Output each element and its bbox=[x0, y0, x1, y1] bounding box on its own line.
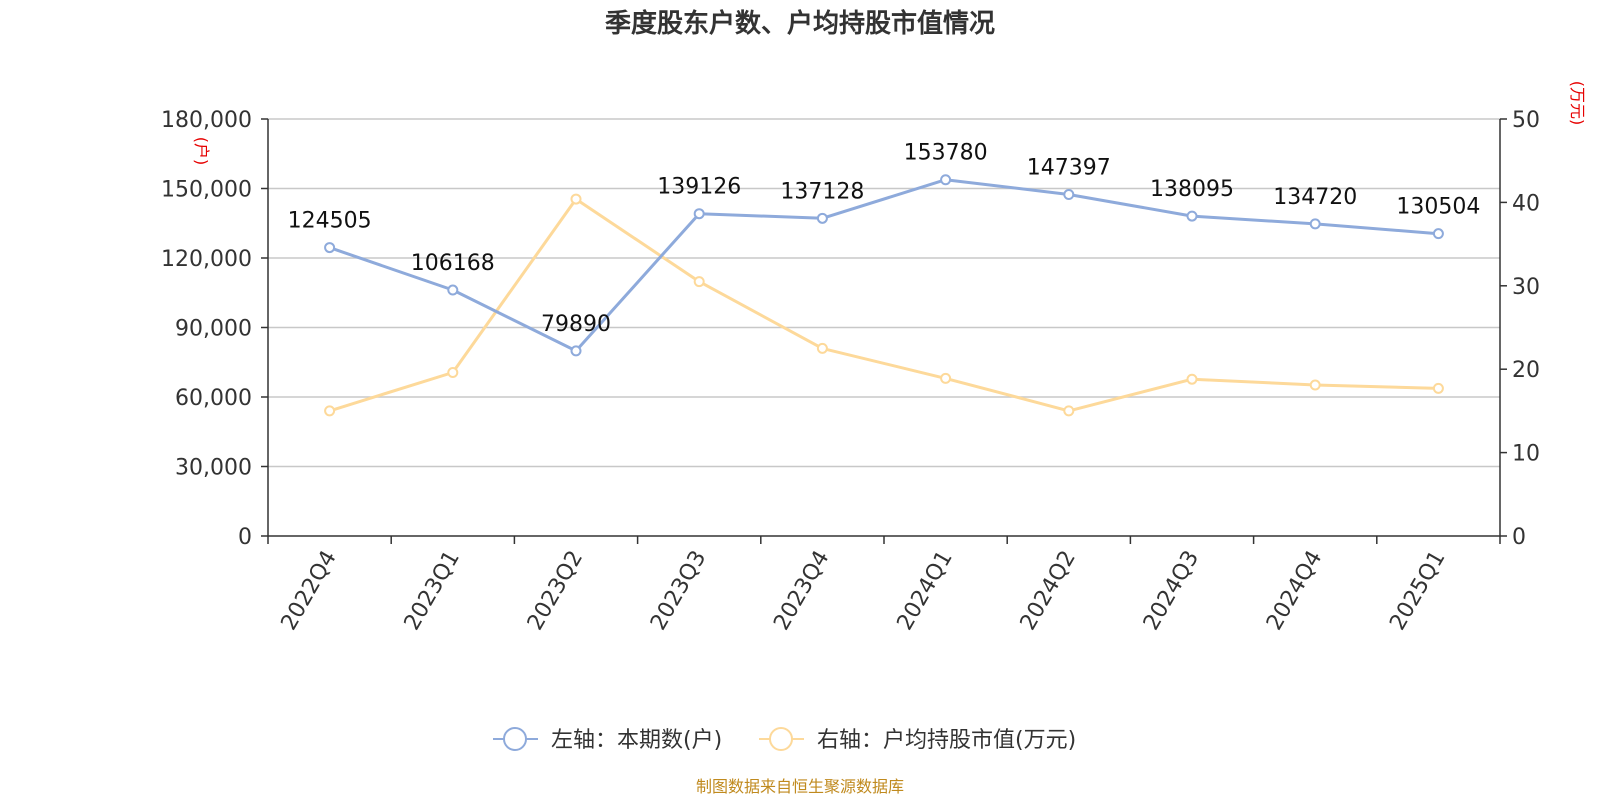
left-tick-label: 180,000 bbox=[161, 108, 252, 133]
left-axis-unit: (户) bbox=[192, 137, 211, 166]
chart-title: 季度股东户数、户均持股市值情况 bbox=[605, 8, 995, 39]
source-note: 制图数据来自恒生聚源数据库 bbox=[696, 777, 904, 796]
data-label: 139126 bbox=[657, 175, 741, 200]
series-line-left bbox=[329, 178, 1439, 353]
right-tick-label: 50 bbox=[1512, 108, 1540, 133]
right-tick-label: 0 bbox=[1512, 525, 1526, 550]
left-tick-label: 150,000 bbox=[161, 178, 252, 203]
legend: 左轴：本期数(户) 右轴：户均持股市值(万元) bbox=[493, 727, 1076, 753]
data-point-left bbox=[447, 284, 459, 296]
x-tick-label: 2024Q1 bbox=[892, 547, 957, 635]
data-point-right bbox=[1063, 405, 1075, 417]
right-tick-label: 40 bbox=[1512, 191, 1540, 216]
data-point-left bbox=[693, 208, 705, 220]
data-label: 153780 bbox=[904, 141, 988, 166]
x-tick-label: 2023Q3 bbox=[646, 547, 711, 635]
data-label: 130504 bbox=[1396, 195, 1480, 220]
data-point-left bbox=[1186, 210, 1198, 222]
left-tick-label: 120,000 bbox=[161, 247, 252, 272]
data-point-left bbox=[1309, 218, 1321, 230]
data-label: 106168 bbox=[411, 251, 495, 276]
x-tick-label: 2024Q4 bbox=[1262, 547, 1327, 635]
data-point-right bbox=[816, 342, 828, 354]
data-point-right bbox=[1186, 373, 1198, 385]
series-layer bbox=[324, 174, 1444, 417]
data-label: 124505 bbox=[288, 209, 372, 234]
right-tick-label: 20 bbox=[1512, 358, 1540, 383]
right-tick-label: 30 bbox=[1512, 275, 1540, 300]
legend-label-right: 右轴：户均持股市值(万元) bbox=[817, 728, 1076, 753]
series-line-right bbox=[329, 197, 1439, 413]
legend-item-left[interactable]: 左轴：本期数(户) bbox=[493, 727, 722, 753]
data-label: 138095 bbox=[1150, 177, 1234, 202]
legend-label-left: 左轴：本期数(户) bbox=[551, 728, 722, 753]
x-tick-label: 2024Q2 bbox=[1016, 547, 1081, 635]
legend-item-right[interactable]: 右轴：户均持股市值(万元) bbox=[759, 727, 1076, 753]
grid-lines bbox=[268, 118, 1500, 468]
data-label: 137128 bbox=[780, 179, 864, 204]
data-point-right bbox=[940, 372, 952, 384]
legend-swatch-left-marker bbox=[503, 727, 527, 751]
data-point-right bbox=[570, 193, 582, 205]
data-point-left bbox=[940, 174, 952, 186]
data-point-left bbox=[324, 242, 336, 254]
data-point-left bbox=[570, 345, 582, 357]
left-tick-label: 30,000 bbox=[175, 456, 252, 481]
data-point-left bbox=[816, 212, 828, 224]
data-point-right bbox=[447, 367, 459, 379]
right-tick-label: 10 bbox=[1512, 442, 1540, 467]
x-tick-label: 2023Q1 bbox=[400, 547, 465, 635]
x-tick-label: 2024Q3 bbox=[1139, 547, 1204, 635]
x-tick-label: 2025Q1 bbox=[1385, 547, 1450, 635]
data-label: 79890 bbox=[541, 312, 611, 337]
x-tick-label: 2023Q2 bbox=[523, 547, 588, 635]
data-point-right bbox=[693, 276, 705, 288]
data-label: 134720 bbox=[1273, 185, 1357, 210]
right-axis-unit: (万元) bbox=[1568, 81, 1587, 126]
legend-swatch-right-marker bbox=[769, 727, 793, 751]
data-labels: 124505 106168 79890 139126 137128 153780 14739… bbox=[288, 141, 1481, 337]
x-tick-label: 2022Q4 bbox=[276, 547, 341, 635]
left-tick-label: 90,000 bbox=[175, 317, 252, 342]
data-label: 147397 bbox=[1027, 156, 1111, 181]
left-tick-label: 0 bbox=[238, 525, 252, 550]
data-point-right bbox=[324, 405, 336, 417]
x-tick-label: 2023Q4 bbox=[769, 547, 834, 635]
left-tick-label: 60,000 bbox=[175, 386, 252, 411]
data-point-left bbox=[1432, 228, 1444, 240]
data-point-right bbox=[1309, 379, 1321, 391]
data-point-right bbox=[1432, 382, 1444, 394]
data-point-left bbox=[1063, 189, 1075, 201]
